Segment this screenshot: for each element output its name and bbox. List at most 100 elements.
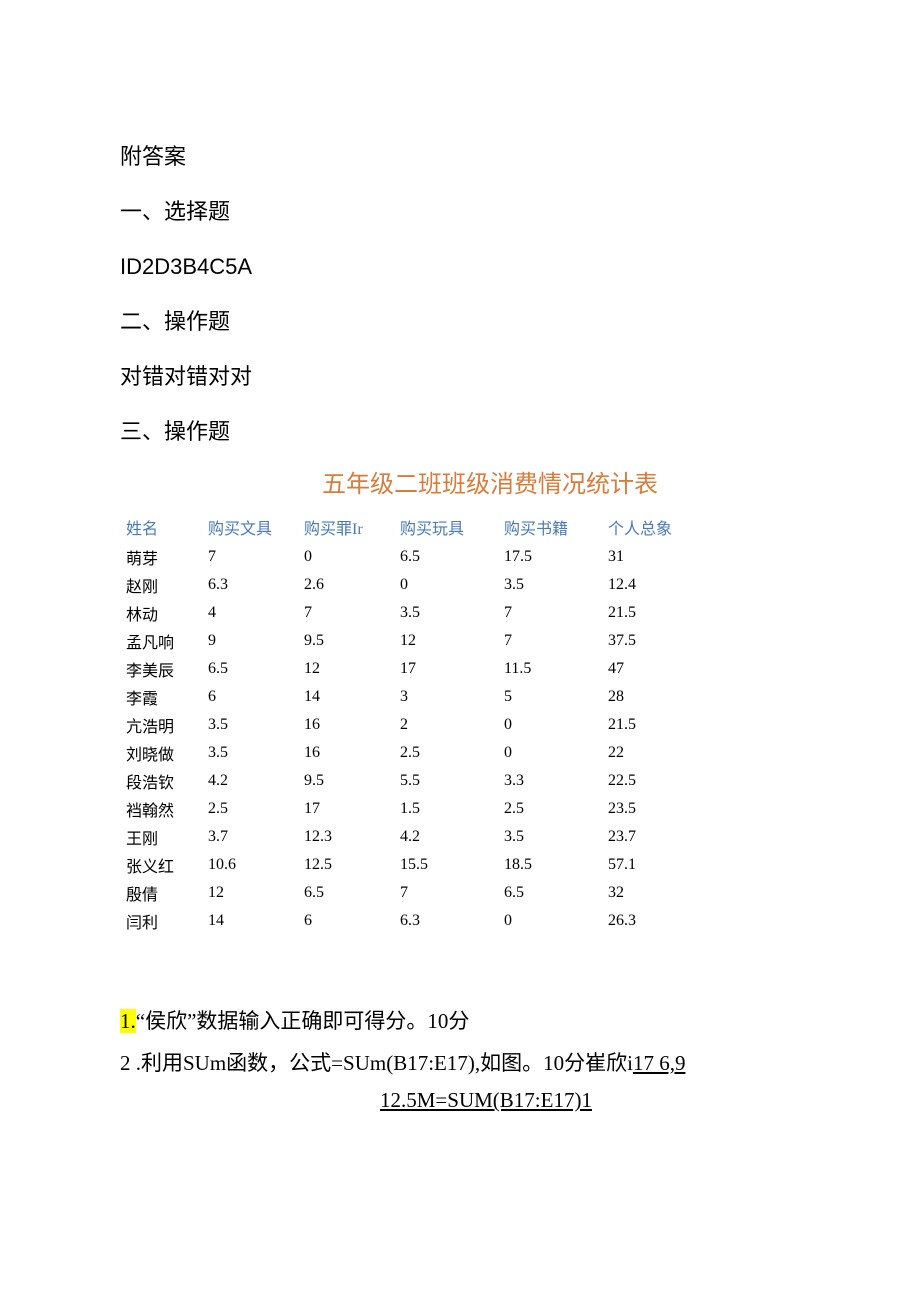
table-cell-value: 3.7 (202, 823, 298, 851)
table-cell-value: 26.3 (602, 907, 694, 935)
note-2-prefix: 2 .利用SUm函数，公式=SUm(B17:E17),如图。10分崔欣i (120, 1051, 633, 1075)
table-title: 五年级二班班级消费情况统计表 (180, 464, 800, 499)
section-1-title: 一、选择题 (120, 195, 800, 228)
table-row: 李霞6143528 (120, 683, 694, 711)
table-row: 孟凡响99.512737.5 (120, 627, 694, 655)
table-cell-value: 2 (394, 711, 498, 739)
table-cell-value: 11.5 (498, 655, 602, 683)
section-2-answers: 对错对错对对 (120, 360, 800, 393)
table-cell-name: 萌芽 (120, 543, 202, 571)
table-row: 王刚3.712.34.23.523.7 (120, 823, 694, 851)
table-cell-value: 2.6 (298, 571, 394, 599)
table-row: 林动473.5721.5 (120, 599, 694, 627)
table-cell-value: 12 (394, 627, 498, 655)
table-cell-value: 16 (298, 739, 394, 767)
table-cell-value: 21.5 (602, 711, 694, 739)
section-3-title: 三、操作题 (120, 415, 800, 448)
table-cell-value: 6.5 (394, 543, 498, 571)
table-cell-value: 1.5 (394, 795, 498, 823)
table-body: 萌芽706.517.531赵刚6.32.603.512.4林动473.5721.… (120, 543, 694, 935)
table-cell-value: 21.5 (602, 599, 694, 627)
table-cell-value: 2.5 (394, 739, 498, 767)
table-cell-value: 0 (298, 543, 394, 571)
table-cell-value: 9.5 (298, 627, 394, 655)
table-row: 殷倩126.576.532 (120, 879, 694, 907)
table-cell-value: 2.5 (498, 795, 602, 823)
table-cell-value: 12.5 (298, 851, 394, 879)
table-cell-value: 5.5 (394, 767, 498, 795)
table-cell-name: 王刚 (120, 823, 202, 851)
table-cell-value: 10.6 (202, 851, 298, 879)
table-cell-value: 3 (394, 683, 498, 711)
table-cell-value: 9.5 (298, 767, 394, 795)
table-cell-value: 6.3 (394, 907, 498, 935)
table-cell-value: 7 (298, 599, 394, 627)
table-cell-name: 亢浩明 (120, 711, 202, 739)
table-cell-value: 16 (298, 711, 394, 739)
table-cell-name: 刘晓做 (120, 739, 202, 767)
table-cell-name: 李美辰 (120, 655, 202, 683)
table-cell-value: 0 (394, 571, 498, 599)
table-cell-value: 7 (202, 543, 298, 571)
section-1-answers: ID2D3B4C5A (120, 250, 800, 283)
table-row: 闫利1466.3026.3 (120, 907, 694, 935)
table-cell-value: 6.5 (498, 879, 602, 907)
note-2-underlined: 17 6,9 (633, 1051, 686, 1075)
table-row: 亢浩明3.5162021.5 (120, 711, 694, 739)
table-cell-value: 18.5 (498, 851, 602, 879)
section-2-title: 二、操作题 (120, 305, 800, 338)
table-cell-value: 6.3 (202, 571, 298, 599)
table-cell-value: 28 (602, 683, 694, 711)
table-cell-value: 3.5 (394, 599, 498, 627)
table-cell-value: 6.5 (298, 879, 394, 907)
table-cell-value: 17 (298, 795, 394, 823)
table-cell-value: 17 (394, 655, 498, 683)
table-row: 赵刚6.32.603.512.4 (120, 571, 694, 599)
spending-table: 姓名购买文具购买罪Ir购买玩具购买书籍个人总象 萌芽706.517.531赵刚6… (120, 513, 694, 935)
note-2-sub: 12.5M=SUM(B17:E17)1 (380, 1088, 800, 1113)
table-cell-name: 孟凡响 (120, 627, 202, 655)
document-page: 附答案 一、选择题 ID2D3B4C5A 二、操作题 对错对错对对 三、操作题 … (0, 0, 920, 1173)
table-col-header: 购买玩具 (394, 513, 498, 543)
table-cell-name: 闫利 (120, 907, 202, 935)
note-1: 1.“侯欣”数据输入正确即可得分。10分 (120, 1005, 800, 1039)
table-row: 段浩钦4.29.55.53.322.5 (120, 767, 694, 795)
table-cell-value: 3.5 (202, 739, 298, 767)
table-cell-value: 2.5 (202, 795, 298, 823)
table-cell-name: 殷倩 (120, 879, 202, 907)
table-cell-value: 6.5 (202, 655, 298, 683)
note-1-text: “侯欣”数据输入正确即可得分。10分 (136, 1009, 470, 1033)
table-cell-value: 4.2 (202, 767, 298, 795)
table-cell-value: 9 (202, 627, 298, 655)
table-row: 刘晓做3.5162.5022 (120, 739, 694, 767)
table-cell-value: 5 (498, 683, 602, 711)
note-2: 2 .利用SUm函数，公式=SUm(B17:E17),如图。10分崔欣i17 6… (120, 1047, 800, 1081)
table-cell-name: 裆翰然 (120, 795, 202, 823)
table-cell-name: 赵刚 (120, 571, 202, 599)
table-col-header: 姓名 (120, 513, 202, 543)
table-col-header: 个人总象 (602, 513, 694, 543)
table-cell-value: 15.5 (394, 851, 498, 879)
table-cell-name: 张义红 (120, 851, 202, 879)
table-cell-value: 12 (298, 655, 394, 683)
table-cell-value: 3.5 (498, 823, 602, 851)
table-cell-value: 47 (602, 655, 694, 683)
table-cell-value: 7 (498, 627, 602, 655)
table-cell-value: 12 (202, 879, 298, 907)
table-cell-value: 12.4 (602, 571, 694, 599)
table-cell-value: 4 (202, 599, 298, 627)
table-cell-value: 22.5 (602, 767, 694, 795)
table-cell-value: 17.5 (498, 543, 602, 571)
table-col-header: 购买罪Ir (298, 513, 394, 543)
table-cell-value: 3.5 (498, 571, 602, 599)
table-row: 李美辰6.5121711.547 (120, 655, 694, 683)
table-cell-value: 22 (602, 739, 694, 767)
table-cell-value: 6 (202, 683, 298, 711)
table-col-header: 购买书籍 (498, 513, 602, 543)
table-cell-value: 23.5 (602, 795, 694, 823)
table-cell-value: 31 (602, 543, 694, 571)
table-row: 张义红10.612.515.518.557.1 (120, 851, 694, 879)
note-1-number: 1. (120, 1009, 136, 1033)
table-cell-value: 14 (298, 683, 394, 711)
table-cell-value: 3.3 (498, 767, 602, 795)
